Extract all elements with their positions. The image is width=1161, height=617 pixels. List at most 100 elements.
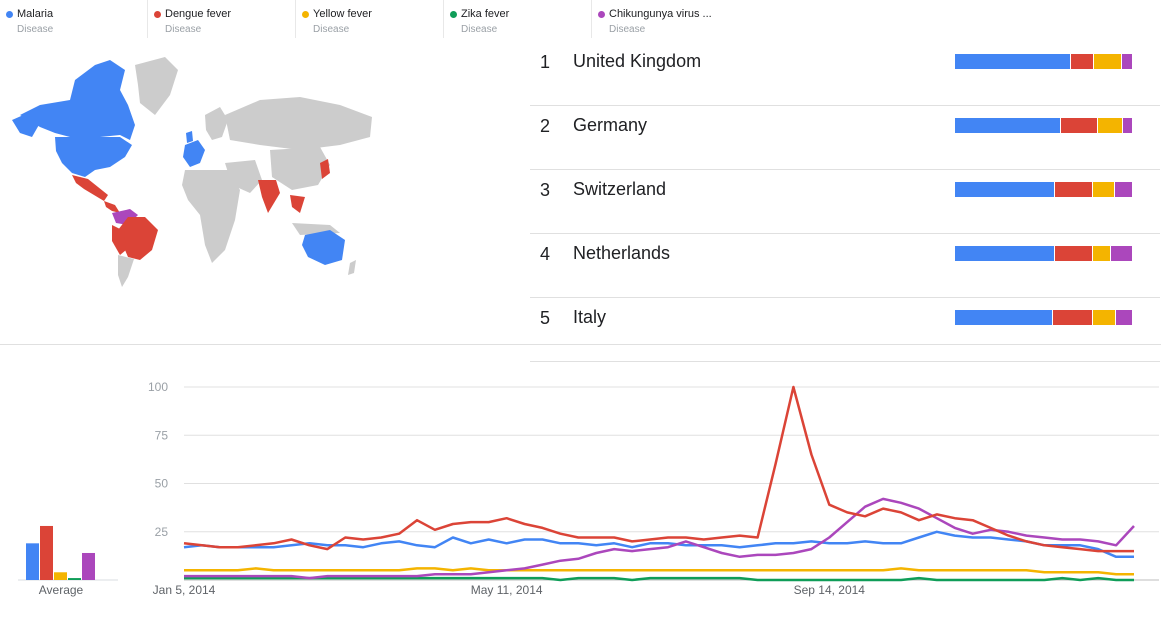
map-region-uk[interactable] <box>186 131 193 143</box>
legend-type: Disease <box>313 24 350 35</box>
rank-number: 1 <box>540 52 551 72</box>
map-region-australia[interactable] <box>302 230 345 265</box>
map-region-china[interactable] <box>270 147 330 190</box>
map-region-alaska[interactable] <box>12 113 40 137</box>
map-region-scandinavia[interactable] <box>205 107 228 140</box>
country-name: Germany <box>573 115 648 135</box>
share-bar-segment <box>1114 182 1132 197</box>
legend-name: Dengue fever <box>165 8 232 20</box>
legend-dot-icon <box>6 11 13 18</box>
ranking-row[interactable]: 3 Switzerland <box>530 170 1160 234</box>
average-bar <box>68 578 81 580</box>
legend-item[interactable]: Malaria Disease <box>0 0 148 38</box>
share-bar-segment <box>955 54 1070 69</box>
map-region-japan[interactable] <box>320 159 330 179</box>
map-region-argentina-chile[interactable] <box>118 255 134 287</box>
country-name: Italy <box>573 307 607 327</box>
share-bar-segment <box>1092 246 1111 261</box>
y-tick-label: 75 <box>155 428 169 442</box>
legend-item[interactable]: Zika fever Disease <box>444 0 592 38</box>
series-line <box>184 567 1134 576</box>
legend-dot-icon <box>154 11 161 18</box>
rank-number: 5 <box>540 308 551 328</box>
legend-name: Zika fever <box>461 8 510 20</box>
average-label: Average <box>39 583 84 597</box>
share-bar-segment <box>1116 310 1132 325</box>
map-region-russia[interactable] <box>225 97 372 150</box>
share-bar-segment <box>1092 182 1114 197</box>
map-region-africa[interactable] <box>182 170 240 263</box>
legend-name: Chikungunya virus ... <box>609 8 712 20</box>
map-region-central-america[interactable] <box>104 201 120 213</box>
average-bar <box>82 552 95 580</box>
share-bar <box>955 246 1133 261</box>
legend: Malaria Disease Dengue fever Disease Yellow … <box>0 0 745 40</box>
interest-over-time-chart: 25 50 75 100 Jan 5, 2014 May 11, 2014 Sep 14, … <box>148 380 1159 597</box>
share-bar-segment <box>1055 182 1092 197</box>
share-bar-segment <box>1094 54 1121 69</box>
y-tick-label: 100 <box>148 380 168 394</box>
legend-type: Disease <box>461 24 498 35</box>
share-bar-segment <box>1111 246 1132 261</box>
country-name: United Kingdom <box>573 51 702 71</box>
share-bar-segment <box>1061 118 1098 133</box>
y-tick-label: 50 <box>155 477 169 491</box>
ranking-row[interactable]: 4 Netherlands <box>530 234 1160 298</box>
map-region-usa[interactable] <box>55 137 132 177</box>
ranking-row[interactable]: 5 Italy <box>530 298 1160 362</box>
share-bar-segment <box>955 118 1061 133</box>
legend-type: Disease <box>609 24 646 35</box>
share-bar-segment <box>1098 118 1123 133</box>
legend-item[interactable]: Dengue fever Disease <box>148 0 296 38</box>
map-region-europe-west[interactable] <box>183 140 205 167</box>
y-tick-label: 25 <box>155 525 169 539</box>
section-divider <box>0 344 1161 345</box>
country-name: Netherlands <box>573 243 671 263</box>
share-bar <box>955 54 1133 69</box>
legend-name: Malaria <box>17 8 54 20</box>
share-bar <box>955 118 1133 133</box>
average-bar <box>26 543 39 580</box>
legend-dot-icon <box>302 11 309 18</box>
rank-number: 3 <box>540 180 551 200</box>
map-region-india[interactable] <box>258 180 280 213</box>
map-region-southeast-asia[interactable] <box>290 195 305 213</box>
average-bar <box>40 525 53 580</box>
legend-item[interactable]: Chikungunya virus ... Disease <box>592 0 740 38</box>
map-region-mexico[interactable] <box>72 175 108 201</box>
ranking-row[interactable]: 1 United Kingdom <box>530 42 1160 106</box>
ranking-row[interactable]: 2 Germany <box>530 106 1160 170</box>
legend-item[interactable]: Yellow fever Disease <box>296 0 444 38</box>
country-ranking: 1 United Kingdom 2 Germany 3 Switzerland 4 Neth… <box>530 42 1160 362</box>
x-tick-label: Jan 5, 2014 <box>153 583 216 597</box>
share-bar-segment <box>955 182 1055 197</box>
rank-number: 2 <box>540 116 551 136</box>
share-bar-segment <box>1123 118 1132 133</box>
share-bar <box>955 182 1133 197</box>
legend-dot-icon <box>598 11 605 18</box>
rank-number: 4 <box>540 244 551 264</box>
series-line <box>183 530 1134 559</box>
legend-type: Disease <box>165 24 202 35</box>
x-tick-label: Sep 14, 2014 <box>794 583 866 597</box>
share-bar-segment <box>1121 54 1132 69</box>
legend-type: Disease <box>17 24 54 35</box>
share-bar-segment <box>1092 310 1116 325</box>
series-line <box>184 497 1135 580</box>
map-regions <box>12 57 372 287</box>
map-region-south-america-west[interactable] <box>112 225 126 255</box>
series-line <box>183 385 1134 553</box>
average-bar <box>54 572 67 580</box>
average-bar-chart: Average <box>18 525 118 597</box>
map-region-new-zealand[interactable] <box>348 260 356 275</box>
map-region-canada[interactable] <box>20 60 135 140</box>
map-region-greenland[interactable] <box>135 57 178 115</box>
share-bar <box>955 310 1133 325</box>
share-bar-segment <box>1055 246 1092 261</box>
country-name: Switzerland <box>573 179 667 199</box>
map-region-brazil[interactable] <box>118 217 158 260</box>
share-bar-segment <box>1070 54 1094 69</box>
x-tick-label: May 11, 2014 <box>471 583 543 597</box>
series-line <box>184 576 1134 582</box>
share-bar-segment <box>1053 310 1092 325</box>
